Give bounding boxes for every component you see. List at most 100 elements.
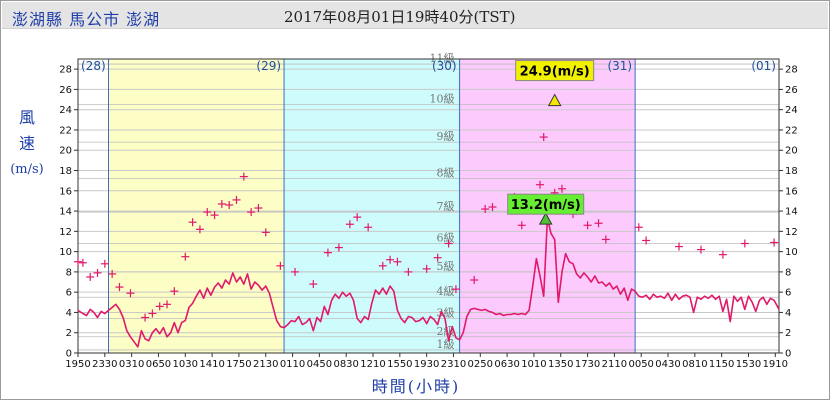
beaufort-label: 3級 <box>436 307 454 320</box>
gust-marker <box>770 238 779 247</box>
current-callout-label: 13.2(m/s) <box>511 198 581 213</box>
y-tick-label-left: 20 <box>59 146 72 157</box>
beaufort-label: 9級 <box>436 130 454 143</box>
beaufort-label: 8級 <box>436 167 454 180</box>
x-tick-label: 0810 <box>682 359 707 370</box>
day-label: (28) <box>81 59 106 73</box>
gust-marker <box>163 300 172 309</box>
x-tick-label: 1530 <box>736 359 761 370</box>
y-tick-label-left: 0 <box>66 349 72 360</box>
y-axis-label: 風 速 (m/s) <box>9 105 45 183</box>
gust-marker <box>740 239 749 248</box>
gust-marker <box>378 261 387 270</box>
gust-marker <box>583 221 592 230</box>
gust-marker <box>93 268 102 277</box>
gust-marker <box>433 253 442 262</box>
y-tick-label-left: 16 <box>59 186 72 197</box>
gust-marker <box>100 259 109 268</box>
gust-marker <box>247 208 256 217</box>
wind-speed-line <box>77 217 780 348</box>
gust-marker <box>217 199 226 208</box>
y-tick-label-right: 20 <box>785 146 798 157</box>
y-tick-label-right: 18 <box>785 166 798 177</box>
x-axis-label: 時間(小時) <box>371 377 461 396</box>
gust-marker <box>78 258 87 267</box>
beaufort-label: 5級 <box>436 260 454 273</box>
y-tick-label-left: 10 <box>59 247 72 258</box>
y-tick-label-right: 26 <box>785 85 798 96</box>
gust-marker <box>181 252 190 261</box>
y-tick-label-right: 24 <box>785 105 798 116</box>
y-tick-label-right: 14 <box>785 207 798 218</box>
x-tick-label: 1910 <box>763 359 788 370</box>
x-tick-label: 1010 <box>521 359 546 370</box>
x-tick-label: 2310 <box>441 359 466 370</box>
x-tick-label: 0650 <box>146 359 171 370</box>
x-tick-label: 0310 <box>119 359 144 370</box>
gust-marker <box>203 208 212 217</box>
x-tick-label: 1930 <box>414 359 439 370</box>
x-tick-label: 1210 <box>360 359 385 370</box>
day-label: (30) <box>432 59 457 73</box>
gust-marker <box>225 200 234 209</box>
gust-marker <box>386 255 395 264</box>
gust-marker <box>481 205 490 214</box>
y-tick-label-right: 2 <box>785 328 791 339</box>
y-tick-label-right: 0 <box>785 349 791 360</box>
gust-marker <box>422 264 431 273</box>
y-tick-label-left: 8 <box>66 267 72 278</box>
y-axis-label-char: 速 <box>18 134 35 153</box>
y-axis-label-char: 風 <box>18 108 35 127</box>
gust-marker <box>108 269 117 278</box>
x-tick-label: 1410 <box>199 359 224 370</box>
max-callout-box <box>515 60 595 82</box>
y-tick-label-left: 12 <box>59 227 72 238</box>
x-tick-label: 0630 <box>494 359 519 370</box>
y-tick-label-right: 28 <box>785 65 798 76</box>
gust-marker <box>148 309 157 318</box>
gust-marker <box>634 223 643 232</box>
x-tick-label: 1550 <box>387 359 412 370</box>
y-tick-label-right: 22 <box>785 125 798 136</box>
y-tick-label-right: 6 <box>785 288 791 299</box>
station-name: 澎湖縣 馬公市 澎湖 <box>12 10 161 29</box>
y-tick-label-right: 10 <box>785 247 798 258</box>
beaufort-label: 4級 <box>436 285 454 298</box>
gust-marker <box>539 133 548 142</box>
title-bar: 澎湖縣 馬公市 澎湖 2017年08月01日19時40分(TST) <box>2 2 828 29</box>
gust-marker <box>115 283 124 292</box>
gust-marker <box>517 221 526 230</box>
gust-marker <box>451 285 460 294</box>
x-tick-label: 1350 <box>548 359 573 370</box>
gust-marker <box>309 280 318 289</box>
gust-marker <box>239 172 248 181</box>
gust-marker <box>261 228 270 237</box>
observation-datetime: 2017年08月01日19時40分(TST) <box>284 8 516 26</box>
gust-marker <box>718 250 727 259</box>
gust-marker <box>594 219 603 228</box>
x-tick-label: 0110 <box>280 359 305 370</box>
day-label: (01) <box>751 59 776 73</box>
y-tick-label-left: 28 <box>59 65 72 76</box>
x-tick-label: 1950 <box>65 359 90 370</box>
y-tick-label-left: 26 <box>59 85 72 96</box>
beaufort-label: 1級 <box>436 338 454 351</box>
x-tick-label: 0830 <box>333 359 358 370</box>
gust-marker <box>557 184 566 193</box>
gust-marker <box>86 272 95 281</box>
x-tick-label: 0430 <box>655 359 680 370</box>
x-tick-label: 2110 <box>602 359 627 370</box>
y-tick-label-left: 6 <box>66 288 72 299</box>
gust-marker <box>353 213 362 222</box>
x-tick-label: 0450 <box>307 359 332 370</box>
gust-marker <box>345 220 354 229</box>
gust-marker <box>444 239 453 248</box>
gust-marker <box>74 257 82 266</box>
plot-border <box>77 58 780 354</box>
current-callout-box <box>507 193 585 215</box>
beaufort-label: 10級 <box>429 93 454 106</box>
current-marker-triangle <box>538 212 553 225</box>
gust-marker <box>404 267 413 276</box>
